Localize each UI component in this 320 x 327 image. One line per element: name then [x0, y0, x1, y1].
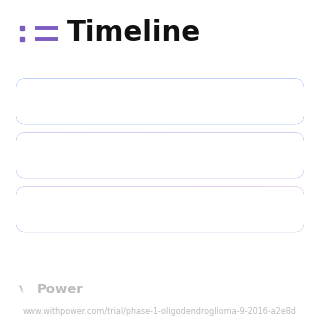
Text: Varies: Varies: [246, 148, 291, 163]
Polygon shape: [19, 285, 24, 293]
FancyBboxPatch shape: [16, 78, 304, 124]
Text: Timeline: Timeline: [67, 19, 201, 47]
Text: Treatment ~: Treatment ~: [34, 148, 125, 163]
Text: 3 weeks: 3 weeks: [231, 94, 291, 109]
FancyBboxPatch shape: [16, 132, 304, 178]
Text: Power: Power: [37, 283, 84, 296]
FancyBboxPatch shape: [16, 78, 304, 124]
FancyBboxPatch shape: [16, 186, 304, 232]
Text: www.withpower.com/trial/phase-1-oligodendroglioma-9-2016-a2e8d: www.withpower.com/trial/phase-1-oligoden…: [23, 307, 297, 316]
Text: Follow ups ~: Follow ups ~: [34, 202, 127, 217]
FancyBboxPatch shape: [16, 132, 304, 178]
Text: Screening ~: Screening ~: [34, 94, 124, 109]
FancyBboxPatch shape: [16, 186, 304, 232]
Text: minimum of 2 years: minimum of 2 years: [144, 202, 291, 217]
